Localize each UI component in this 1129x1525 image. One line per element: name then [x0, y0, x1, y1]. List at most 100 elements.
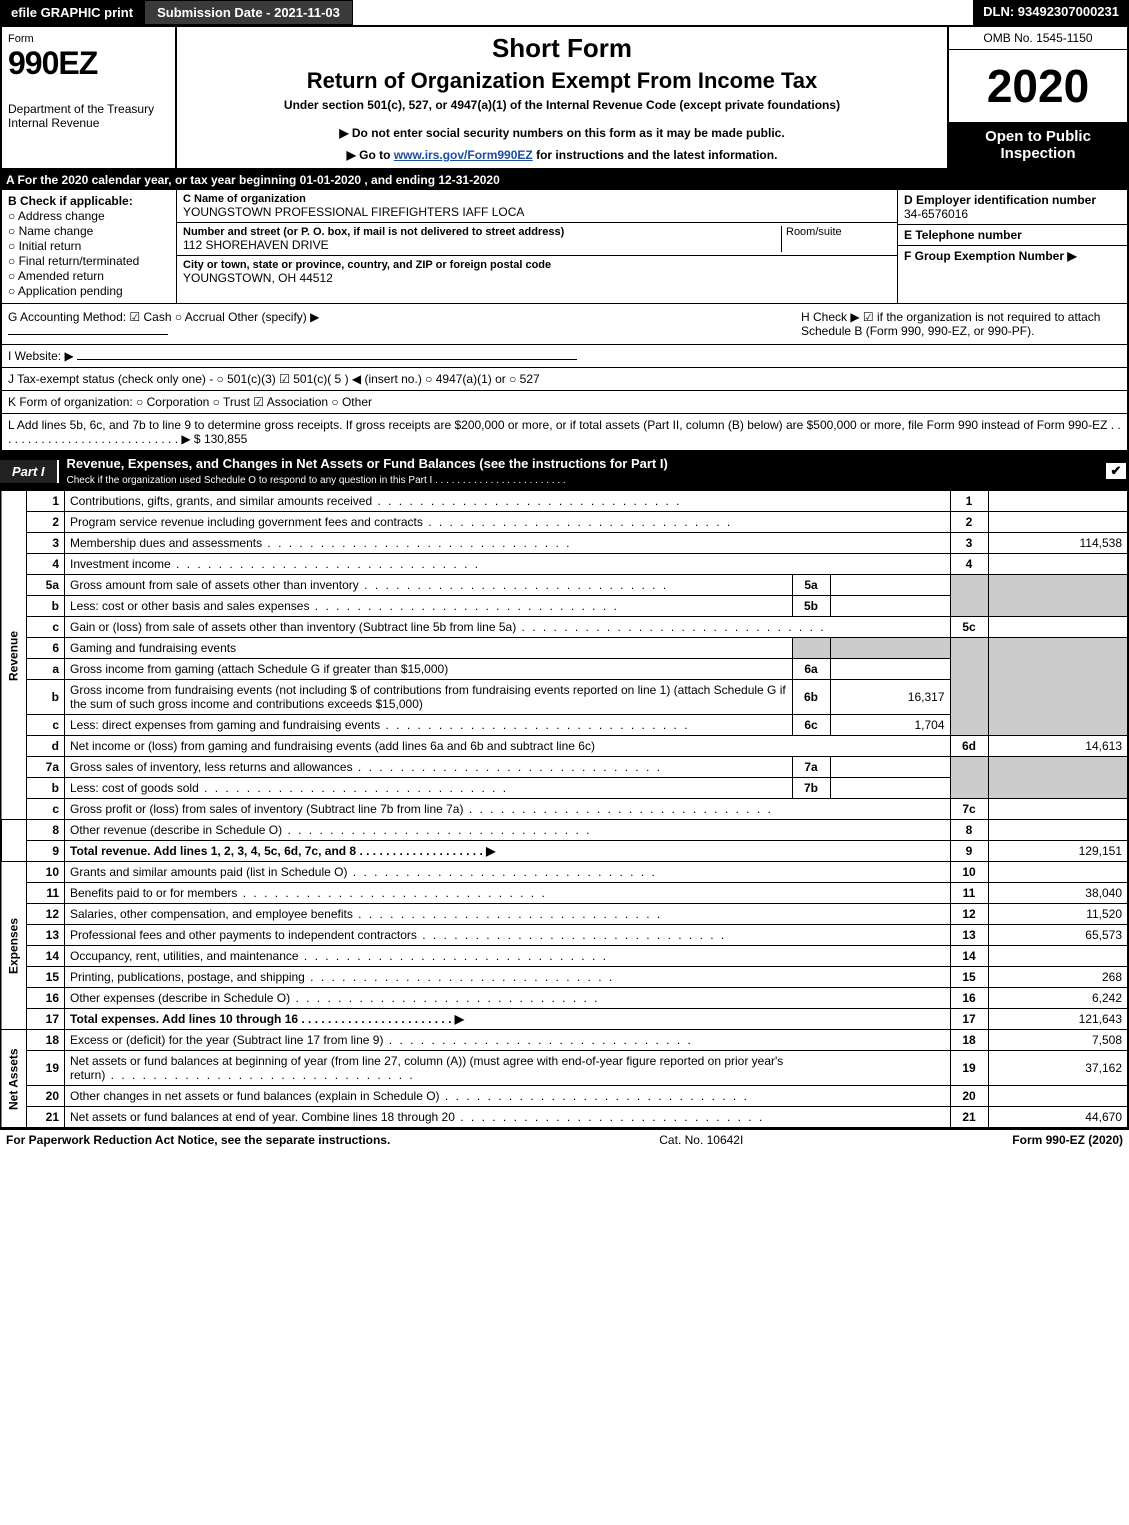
- accounting-other-input[interactable]: [8, 334, 168, 335]
- phone-row: E Telephone number: [898, 225, 1127, 246]
- part-1-table: Revenue 1 Contributions, gifts, grants, …: [0, 490, 1129, 1128]
- chk-name-change[interactable]: Name change: [8, 224, 170, 238]
- line-4-val: [988, 554, 1128, 575]
- line-6abc-grey: [950, 638, 988, 736]
- line-5c-col: 5c: [950, 617, 988, 638]
- line-20-desc: Other changes in net assets or fund bala…: [65, 1086, 951, 1107]
- topbar-spacer: [353, 0, 973, 25]
- room-suite: Room/suite: [781, 226, 891, 252]
- footer: For Paperwork Reduction Act Notice, see …: [0, 1128, 1129, 1150]
- line-4-desc: Investment income: [65, 554, 951, 575]
- line-2-desc: Program service revenue including govern…: [65, 512, 951, 533]
- line-6c-desc: Less: direct expenses from gaming and fu…: [65, 715, 793, 736]
- line-17-col: 17: [950, 1009, 988, 1030]
- ein-row: D Employer identification number 34-6576…: [898, 190, 1127, 225]
- revenue-side-label: Revenue: [1, 491, 27, 820]
- line-13-val: 65,573: [988, 925, 1128, 946]
- line-5a-num: 5a: [27, 575, 65, 596]
- line-6b-sub: 6b: [792, 680, 830, 715]
- chk-address-change[interactable]: Address change: [8, 209, 170, 223]
- line-7c-num: c: [27, 799, 65, 820]
- entity-info-row: B Check if applicable: Address change Na…: [0, 190, 1129, 304]
- form-header: Form 990EZ Department of the Treasury In…: [0, 25, 1129, 170]
- part-1-sub: Check if the organization used Schedule …: [67, 475, 566, 486]
- line-15-desc: Printing, publications, postage, and shi…: [65, 967, 951, 988]
- line-1-desc: Contributions, gifts, grants, and simila…: [65, 491, 951, 512]
- irs-link[interactable]: www.irs.gov/Form990EZ: [394, 148, 533, 162]
- line-5a-desc: Gross amount from sale of assets other t…: [65, 575, 793, 596]
- netassets-side-label: Net Assets: [1, 1030, 27, 1128]
- row-g-h: G Accounting Method: ☑ Cash ○ Accrual Ot…: [0, 304, 1129, 344]
- chk-final-return[interactable]: Final return/terminated: [8, 254, 170, 268]
- line-1-num: 1: [27, 491, 65, 512]
- ein-value: 34-6576016: [904, 207, 1121, 221]
- line-17-val: 121,643: [988, 1009, 1128, 1030]
- line-15-val: 268: [988, 967, 1128, 988]
- website-label: I Website: ▶: [8, 349, 74, 363]
- line-4-num: 4: [27, 554, 65, 575]
- city-row: City or town, state or province, country…: [177, 256, 897, 288]
- form-number: 990EZ: [8, 45, 169, 82]
- line-21-num: 21: [27, 1107, 65, 1128]
- line-3-val: 114,538: [988, 533, 1128, 554]
- section-de: D Employer identification number 34-6576…: [897, 190, 1127, 303]
- line-9-num: 9: [27, 841, 65, 862]
- public-inspection: Open to Public Inspection: [949, 122, 1127, 168]
- line-7a-subval: [830, 757, 950, 778]
- line-6-num: 6: [27, 638, 65, 659]
- section-b-header: B Check if applicable:: [8, 194, 170, 208]
- form-label: Form: [8, 33, 169, 45]
- group-exemption-row: F Group Exemption Number ▶: [898, 246, 1127, 303]
- line-15-num: 15: [27, 967, 65, 988]
- header-right: OMB No. 1545-1150 2020 Open to Public In…: [947, 27, 1127, 168]
- line-2-val: [988, 512, 1128, 533]
- line-16-desc: Other expenses (describe in Schedule O): [65, 988, 951, 1009]
- schedule-b-check: H Check ▶ ☑ if the organization is not r…: [801, 310, 1121, 338]
- line-3-col: 3: [950, 533, 988, 554]
- ssn-notice: ▶ Do not enter social security numbers o…: [187, 126, 937, 140]
- line-6c-subval: 1,704: [830, 715, 950, 736]
- line-7c-col: 7c: [950, 799, 988, 820]
- line-1-val: [988, 491, 1128, 512]
- line-7b-desc: Less: cost of goods sold: [65, 778, 793, 799]
- line-5a-sub: 5a: [792, 575, 830, 596]
- chk-amended-return[interactable]: Amended return: [8, 269, 170, 283]
- line-6-desc: Gaming and fundraising events: [65, 638, 793, 659]
- schedule-o-check[interactable]: ✔: [1105, 462, 1127, 480]
- gross-receipts-row: L Add lines 5b, 6c, and 7b to line 9 to …: [0, 413, 1129, 452]
- form-of-organization: K Form of organization: ○ Corporation ○ …: [0, 390, 1129, 413]
- line-19-desc: Net assets or fund balances at beginning…: [65, 1051, 951, 1086]
- tax-year: 2020: [949, 50, 1127, 122]
- period-bar: A For the 2020 calendar year, or tax yea…: [0, 170, 1129, 190]
- line-10-num: 10: [27, 862, 65, 883]
- line-20-val: [988, 1086, 1128, 1107]
- line-19-val: 37,162: [988, 1051, 1128, 1086]
- accounting-method: G Accounting Method: ☑ Cash ○ Accrual Ot…: [8, 310, 801, 324]
- line-6d-val: 14,613: [988, 736, 1128, 757]
- line-5ab-grey-val: [988, 575, 1128, 617]
- street-value: 112 SHOREHAVEN DRIVE: [183, 238, 781, 252]
- line-21-val: 44,670: [988, 1107, 1128, 1128]
- line-1-col: 1: [950, 491, 988, 512]
- line-21-col: 21: [950, 1107, 988, 1128]
- line-11-val: 38,040: [988, 883, 1128, 904]
- line-2-col: 2: [950, 512, 988, 533]
- line-10-val: [988, 862, 1128, 883]
- submission-date-button[interactable]: Submission Date - 2021-11-03: [144, 0, 353, 25]
- line-8-num: 8: [27, 820, 65, 841]
- dln-label: DLN: 93492307000231: [973, 0, 1129, 25]
- chk-initial-return[interactable]: Initial return: [8, 239, 170, 253]
- line-14-val: [988, 946, 1128, 967]
- short-form-title: Short Form: [187, 33, 937, 64]
- chk-application-pending[interactable]: Application pending: [8, 284, 170, 298]
- org-name-value: YOUNGSTOWN PROFESSIONAL FIREFIGHTERS IAF…: [183, 205, 891, 219]
- website-input[interactable]: [77, 359, 577, 360]
- line-6a-sub: 6a: [792, 659, 830, 680]
- efile-print-button[interactable]: efile GRAPHIC print: [0, 0, 144, 25]
- line-10-desc: Grants and similar amounts paid (list in…: [65, 862, 951, 883]
- part-1-tab: Part I: [0, 460, 59, 483]
- line-20-col: 20: [950, 1086, 988, 1107]
- line-7b-sub: 7b: [792, 778, 830, 799]
- omb-number: OMB No. 1545-1150: [949, 27, 1127, 50]
- line-8-col: 8: [950, 820, 988, 841]
